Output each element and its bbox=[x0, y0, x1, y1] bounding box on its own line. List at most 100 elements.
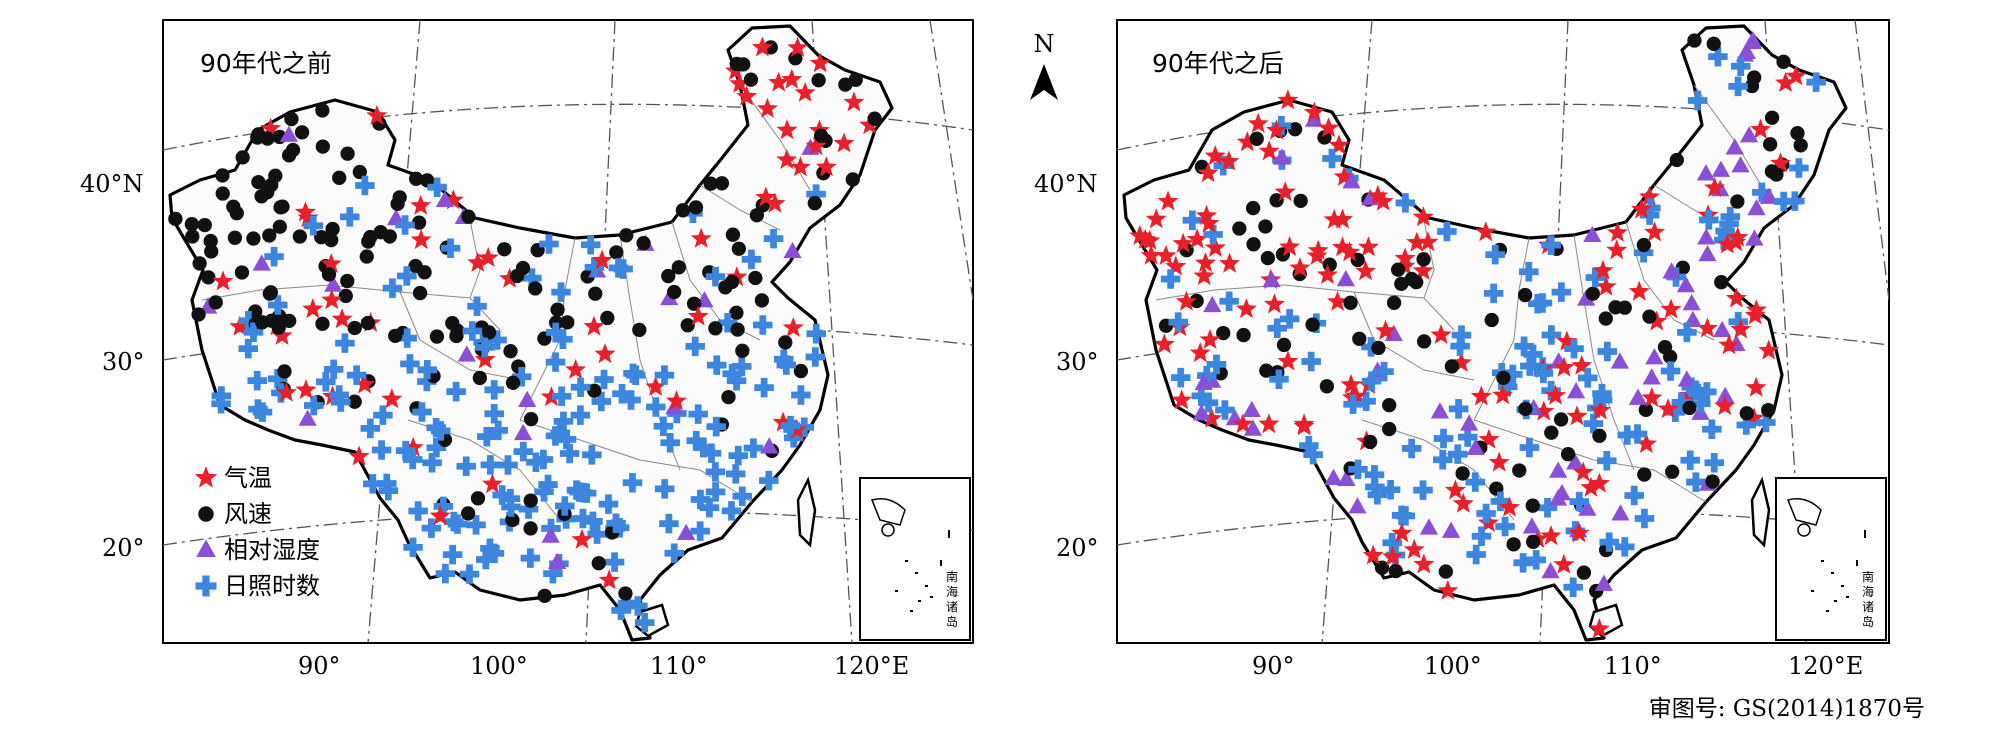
star-marker bbox=[1382, 545, 1404, 566]
circle-marker bbox=[600, 310, 615, 326]
plus-marker bbox=[1356, 391, 1376, 412]
star-marker bbox=[789, 156, 811, 177]
star-marker bbox=[1218, 150, 1240, 171]
circle-marker bbox=[1343, 295, 1358, 310]
legend-label: 日照时数 bbox=[224, 572, 320, 600]
star-marker bbox=[1499, 496, 1520, 517]
circle-marker bbox=[845, 172, 860, 187]
plus-marker bbox=[622, 472, 643, 493]
plus-marker bbox=[484, 380, 504, 400]
star-marker bbox=[755, 186, 777, 207]
circle-marker bbox=[1576, 565, 1592, 580]
circle-marker bbox=[408, 258, 423, 274]
star-marker bbox=[1475, 221, 1497, 242]
star-marker bbox=[665, 390, 687, 411]
triangle-marker bbox=[1697, 228, 1716, 245]
lat-label-30: 30° bbox=[1056, 348, 1099, 376]
star-marker bbox=[776, 149, 798, 169]
svg-text:诸: 诸 bbox=[946, 600, 958, 614]
taiwan-outline bbox=[1750, 476, 1771, 548]
plus-marker bbox=[705, 266, 726, 287]
plus-marker bbox=[1685, 380, 1706, 401]
plus-marker bbox=[1624, 485, 1644, 506]
plus-marker bbox=[722, 363, 742, 384]
star-marker bbox=[598, 569, 620, 590]
plus-marker bbox=[1569, 491, 1590, 512]
star-marker bbox=[1129, 224, 1151, 245]
plus-marker bbox=[247, 370, 267, 391]
triangle-marker bbox=[1610, 352, 1629, 369]
plus-marker bbox=[487, 330, 507, 350]
circle-marker bbox=[352, 164, 367, 180]
lat-label-40: 40°N bbox=[80, 170, 144, 198]
star-marker bbox=[1157, 190, 1179, 211]
star-marker bbox=[321, 289, 343, 310]
triangle-marker bbox=[1759, 187, 1779, 204]
plus-marker bbox=[664, 543, 685, 563]
plus-marker bbox=[1526, 550, 1546, 570]
plus-marker bbox=[238, 338, 259, 359]
plus-marker bbox=[594, 369, 614, 390]
plus-marker bbox=[634, 612, 655, 633]
star-marker bbox=[1406, 231, 1428, 252]
plus-marker bbox=[1617, 425, 1638, 445]
plus-marker bbox=[484, 403, 504, 424]
circle-marker bbox=[324, 232, 339, 248]
star-marker bbox=[1606, 239, 1628, 260]
plus-marker bbox=[373, 405, 393, 425]
star-marker bbox=[1730, 318, 1752, 339]
plus-marker bbox=[1519, 261, 1539, 282]
circle-marker bbox=[497, 242, 512, 257]
plus-marker bbox=[1299, 435, 1319, 456]
star-marker bbox=[302, 298, 324, 319]
triangle-marker bbox=[1548, 489, 1568, 506]
lon-label-120: 120°E bbox=[1788, 652, 1863, 680]
plus-marker bbox=[539, 234, 559, 254]
plus-marker bbox=[534, 482, 554, 502]
plus-marker bbox=[397, 266, 417, 286]
plus-marker bbox=[686, 430, 706, 451]
circle-marker bbox=[632, 322, 647, 338]
star-marker bbox=[1714, 395, 1736, 416]
triangle-marker bbox=[1242, 400, 1261, 417]
star-marker bbox=[1592, 259, 1614, 280]
circle-marker bbox=[197, 217, 212, 233]
plus-marker bbox=[484, 543, 505, 564]
star-marker bbox=[1155, 244, 1177, 265]
plus-marker bbox=[426, 438, 447, 458]
star-marker bbox=[1318, 117, 1339, 138]
circle-marker bbox=[1409, 274, 1424, 290]
circle-marker bbox=[315, 139, 330, 154]
plus-marker bbox=[335, 333, 355, 353]
circle-marker bbox=[264, 313, 279, 328]
triangle-marker bbox=[1716, 386, 1735, 403]
circle-marker bbox=[373, 225, 388, 240]
star-marker bbox=[1277, 89, 1299, 110]
circle-marker bbox=[1790, 126, 1805, 141]
plus-marker bbox=[355, 175, 375, 196]
star-marker bbox=[1247, 112, 1269, 133]
circle-marker bbox=[472, 370, 487, 386]
plus-marker bbox=[612, 384, 632, 404]
plus-marker bbox=[1269, 369, 1289, 390]
plus-marker bbox=[1303, 444, 1323, 465]
plus-marker bbox=[1413, 480, 1433, 500]
circle-marker bbox=[429, 329, 445, 344]
plus-marker bbox=[604, 552, 625, 572]
plus-marker bbox=[559, 443, 580, 464]
map-approval-number: 审图号: GS(2014)1870号 bbox=[1649, 696, 1925, 722]
south-china-sea-inset: 南 海 诸 岛 bbox=[859, 477, 971, 641]
plus-marker bbox=[1198, 392, 1219, 413]
plus-marker bbox=[717, 313, 738, 333]
plus-marker bbox=[618, 593, 638, 613]
plus-marker bbox=[753, 315, 773, 335]
star-marker bbox=[1201, 407, 1223, 428]
star-marker bbox=[1716, 233, 1738, 254]
star-marker bbox=[1307, 239, 1329, 260]
circle-marker bbox=[1317, 130, 1332, 145]
circle-marker bbox=[1585, 286, 1600, 301]
plus-marker bbox=[498, 455, 518, 475]
star-marker bbox=[1588, 472, 1610, 493]
star-marker bbox=[410, 194, 432, 215]
plus-marker bbox=[427, 177, 447, 197]
